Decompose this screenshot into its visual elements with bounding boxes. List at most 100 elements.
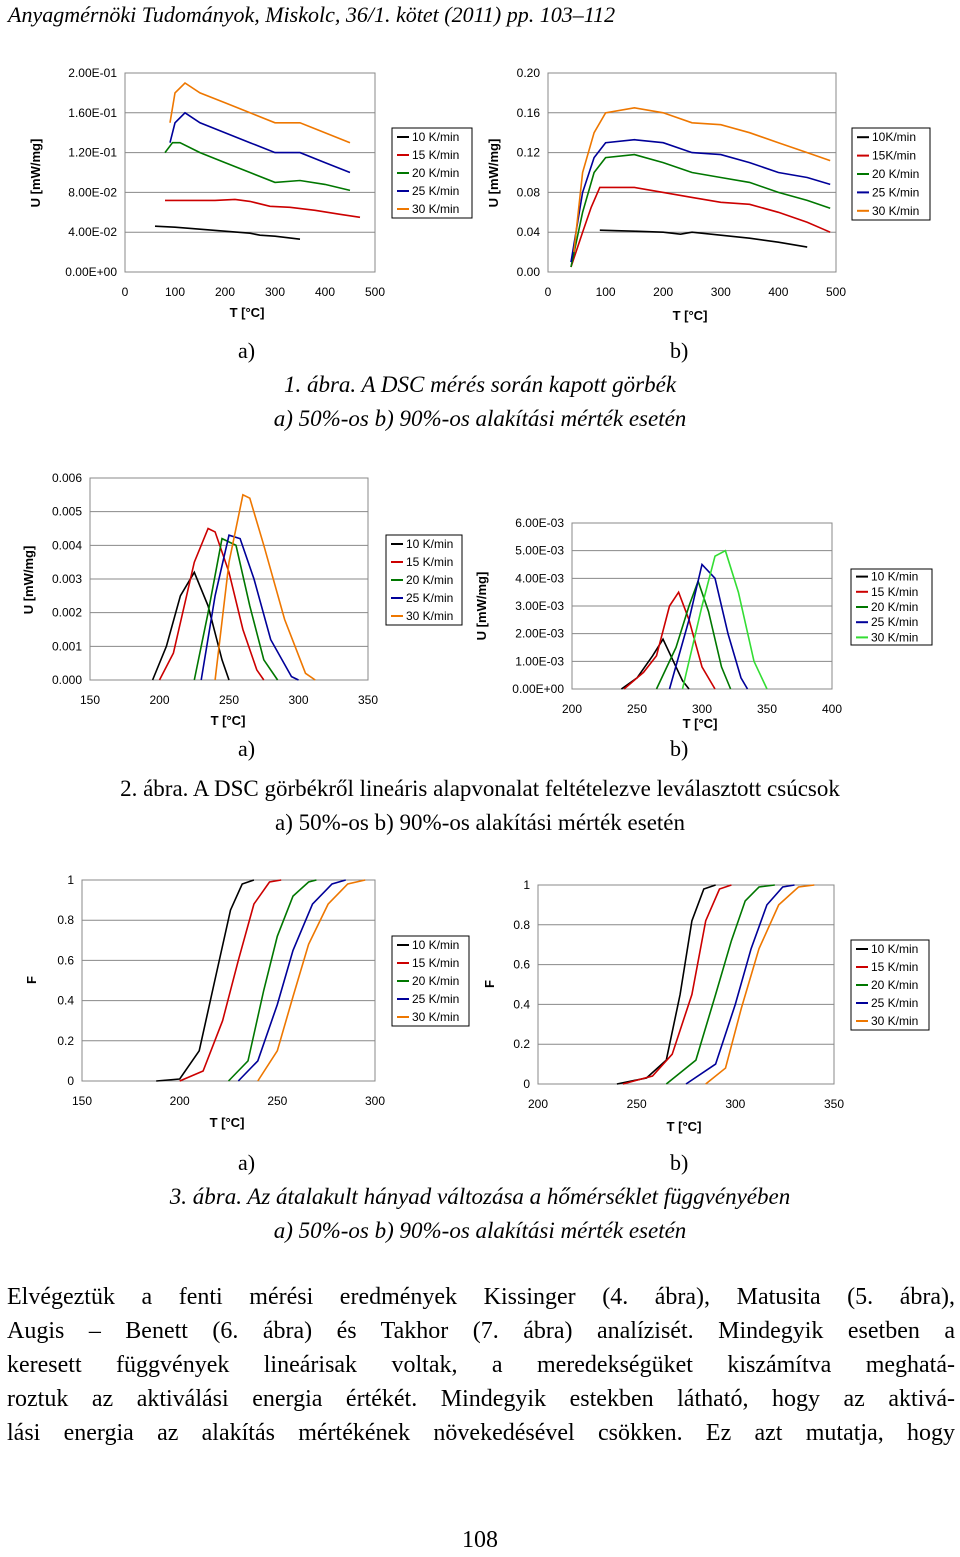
x-tick-label: 150 <box>72 1094 92 1108</box>
chart-1a: 0.00E+00 4.00E-02 8.00E-02 1.20E-01 1.60E-01… <box>2 0 480 340</box>
x-tick-label: 500 <box>365 285 385 299</box>
legend-label: 10K/min <box>872 130 916 144</box>
plot-frame <box>537 884 835 1085</box>
series-line-10 <box>620 637 690 690</box>
series-line-20 <box>193 537 279 681</box>
legend-label: 15 K/min <box>871 585 918 599</box>
series-line-30_green <box>681 549 768 690</box>
x-tick-label: 200 <box>528 1097 548 1111</box>
chart-2a: 0.000 0.001 0.002 0.003 0.004 0.005 0.006 150 20… <box>2 460 480 740</box>
figure3-caption-line1: 3. ábra. Az átalakult hányad változása a… <box>169 1184 791 1209</box>
legend-label: 25 K/min <box>412 992 459 1006</box>
page-number: 108 <box>462 1527 498 1553</box>
chart-svg: 0.00E+00 4.00E-02 8.00E-02 1.20E-01 1.60E-01… <box>28 66 473 320</box>
x-tick-label: 150 <box>80 693 100 707</box>
series-line-10 <box>151 570 230 681</box>
legend-label: 10 K/min <box>871 570 918 584</box>
legend-label: 20 K/min <box>872 167 919 181</box>
plot-frame <box>547 72 837 273</box>
legend-label: 30 K/min <box>871 630 918 644</box>
y-axis-label: U [mW/mg] <box>486 139 501 208</box>
figure2-caption-line2: a) 50%-os b) 90%-os alakítási mérték ese… <box>274 810 686 835</box>
x-tick-label: 0 <box>122 285 129 299</box>
series-line-25 <box>685 884 795 1085</box>
legend-label: 15 K/min <box>406 555 453 569</box>
chart-3b: 0 0.2 0.4 0.6 0.8 1 200 250 300 350 T [°C] F 10 K/mi… <box>480 870 960 1140</box>
legend-label: 15 K/min <box>412 956 459 970</box>
series-line-15 <box>622 884 732 1085</box>
series-line-10 <box>616 884 716 1085</box>
series-line-20 <box>665 884 775 1085</box>
y-axis-label: F <box>482 980 497 988</box>
x-tick-label: 250 <box>627 702 647 716</box>
body-line: Elvégeztük a fenti mérési eredmények Kis… <box>7 1284 955 1310</box>
body-line: keresett függvények lineárisak voltak, a… <box>7 1352 955 1378</box>
x-tick-label: 400 <box>768 285 788 299</box>
legend-label: 20 K/min <box>406 573 453 587</box>
legend-label: 20 K/min <box>871 600 918 614</box>
figure2-sub-b: b) <box>670 736 689 761</box>
y-tick-label: 0.00 <box>517 265 541 279</box>
x-tick-label: 300 <box>725 1097 745 1111</box>
series-line-25 <box>169 111 351 174</box>
y-tick-label: 0.08 <box>517 185 541 199</box>
y-tick-label: 0.4 <box>513 997 530 1011</box>
y-tick-label: 2.00E-03 <box>515 627 564 641</box>
x-tick-label: 200 <box>149 693 169 707</box>
y-axis-label: U [mW/mg] <box>28 139 43 208</box>
series-line-30 <box>169 81 351 144</box>
y-tick-label: 0 <box>67 1074 74 1088</box>
legend-label: 30 K/min <box>406 609 453 623</box>
x-tick-label: 250 <box>267 1094 287 1108</box>
y-tick-label: 2.00E-01 <box>68 66 117 80</box>
legend-label: 25 K/min <box>406 591 453 605</box>
x-axis-label: T [°C] <box>211 713 246 728</box>
legend-label: 15 K/min <box>412 148 459 162</box>
legend-label: 10 K/min <box>412 938 459 952</box>
series-line-30 <box>214 493 316 681</box>
figure1-sub-b: b) <box>670 338 689 363</box>
x-tick-label: 200 <box>653 285 673 299</box>
y-tick-label: 1.20E-01 <box>68 146 117 160</box>
legend-label: 30 K/min <box>871 1014 918 1028</box>
figure2-sub-a: a) <box>238 736 256 761</box>
y-tick-label: 0.002 <box>52 606 82 620</box>
legend-label: 25 K/min <box>871 996 918 1010</box>
chart-svg: 0.00 0.04 0.08 0.12 0.16 0.20 0 100 200 300 400 500… <box>486 66 931 323</box>
y-tick-label: 0.003 <box>52 572 82 586</box>
y-tick-label: 0.00E+00 <box>65 265 117 279</box>
x-tick-label: 300 <box>692 702 712 716</box>
x-tick-label: 500 <box>826 285 846 299</box>
x-tick-label: 0 <box>545 285 552 299</box>
x-tick-label: 100 <box>165 285 185 299</box>
series-line-30 <box>573 106 831 253</box>
y-tick-label: 3.00E-03 <box>515 599 564 613</box>
x-axis-label: T [°C] <box>683 716 718 731</box>
x-axis-label: T [°C] <box>667 1119 702 1134</box>
legend-label: 15 K/min <box>871 960 918 974</box>
legend-label: 15K/min <box>872 149 916 163</box>
series-line-30 <box>257 879 366 1082</box>
series-line-15 <box>179 879 282 1082</box>
chart-3a: 0 0.2 0.4 0.6 0.8 1 150 200 250 300 T [°C] F 10 K/mi… <box>2 870 480 1140</box>
y-tick-label: 0.04 <box>517 225 541 239</box>
legend-label: 30 K/min <box>872 204 919 218</box>
figure1-sub-a: a) <box>238 338 256 363</box>
y-tick-label: 0.8 <box>513 918 530 932</box>
body-line: Augis – Benett (6. ábra) és Takhor (7. á… <box>7 1318 955 1344</box>
y-tick-label: 1 <box>67 873 74 887</box>
x-axis-label: T [°C] <box>673 308 708 323</box>
x-axis-label: T [°C] <box>210 1115 245 1130</box>
x-tick-label: 300 <box>711 285 731 299</box>
series-line-15 <box>570 186 831 268</box>
plot-frame <box>124 72 376 273</box>
x-tick-label: 200 <box>215 285 235 299</box>
figure2-caption-line1: 2. ábra. A DSC görbékről lineáris alapvo… <box>120 776 840 801</box>
chart-2b: 0.00E+00 1.00E-03 2.00E-03 3.00E-03 4.00E-03… <box>474 500 960 740</box>
y-tick-label: 6.00E-03 <box>515 516 564 530</box>
x-tick-label: 300 <box>288 693 308 707</box>
series-line-15 <box>165 198 361 219</box>
y-tick-label: 1.00E-03 <box>515 654 564 668</box>
y-tick-label: 0.006 <box>52 471 82 485</box>
body-line: lási energia az alakítás mértékének növe… <box>7 1420 955 1446</box>
